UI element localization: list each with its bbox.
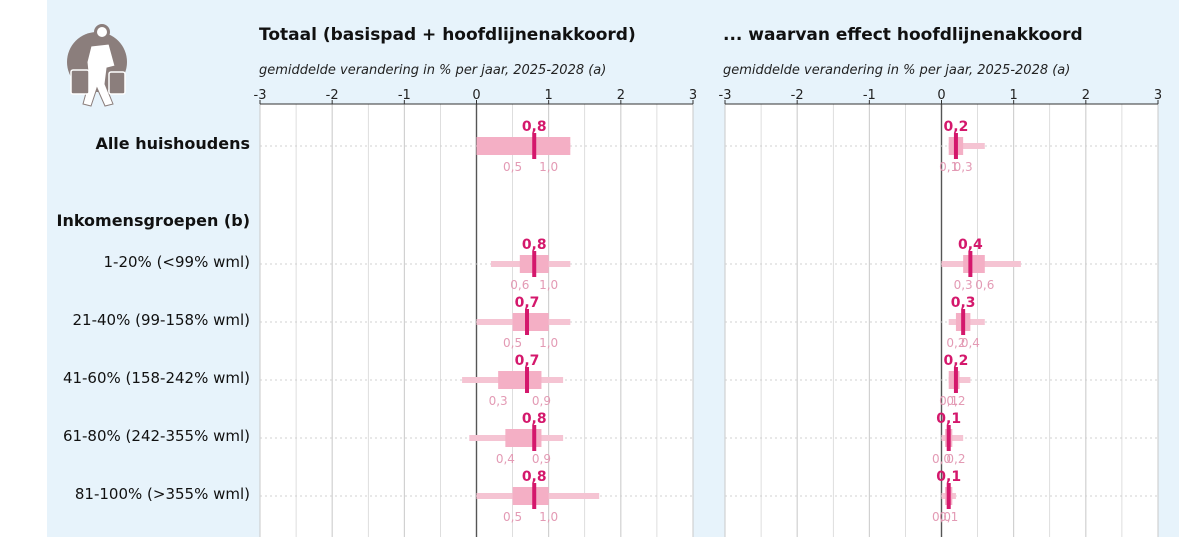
- row-label-81-100: 81-100% (>355% wml): [75, 485, 250, 503]
- median-marker-effect-61-80: [946, 425, 951, 451]
- tick-label-effect: -1: [863, 88, 876, 103]
- median-label-total-1-20: 0,8: [522, 237, 547, 253]
- median-marker-total-41-60: [525, 367, 530, 393]
- q-low-label-total-1-20: 0,6: [510, 278, 529, 292]
- q-low-label-total-81-100: 0,5: [503, 510, 522, 524]
- median-label-effect-1-20: 0,4: [958, 237, 983, 253]
- row-label-all: Alle huishoudens: [95, 134, 250, 153]
- panel-effect-title: ... waarvan effect hoofdlijnenakkoord: [723, 25, 1083, 45]
- box-effect-1-20: [963, 255, 985, 273]
- median-label-effect-21-40: 0,3: [951, 295, 976, 311]
- whisker-bar-effect-all: [948, 143, 985, 149]
- q-low-label-total-21-40: 0,5: [503, 336, 522, 350]
- median-label-effect-81-100: 0,1: [936, 469, 961, 485]
- q-low-label-effect-21-40: 0,2: [946, 336, 965, 350]
- traveler-with-luggage-icon: [67, 24, 127, 107]
- box-total-81-100: [512, 487, 549, 505]
- chart-figure: Totaal (basispad + hoofdlijnenakkoord) g…: [47, 0, 1179, 537]
- box-total-41-60: [498, 371, 542, 389]
- q-high-label-total-1-20: 1,0: [539, 278, 558, 292]
- q-high-label-effect-all: 0,3: [954, 160, 973, 174]
- median-marker-total-1-20: [532, 251, 537, 277]
- q-high-label-total-81-100: 1,0: [539, 510, 558, 524]
- tick-label-total: 0: [472, 88, 480, 103]
- tick-label-total: -2: [326, 88, 339, 103]
- row-label-1-20: 1-20% (<99% wml): [104, 253, 251, 271]
- tick-label-total: 2: [617, 88, 625, 103]
- q-high-label-effect-1-20: 0,6: [975, 278, 994, 292]
- tick-label-total: -1: [398, 88, 411, 103]
- q-low-label-effect-41-60: 0,1: [939, 394, 958, 408]
- tick-label-effect: 2: [1082, 88, 1090, 103]
- q-high-label-total-all: 1,0: [539, 160, 558, 174]
- tick-label-effect: 1: [1010, 88, 1018, 103]
- median-label-total-all: 0,8: [522, 119, 547, 135]
- chart-canvas: Totaal (basispad + hoofdlijnenakkoord) g…: [56, 24, 1162, 537]
- median-marker-effect-41-60: [953, 367, 958, 393]
- median-label-total-81-100: 0,8: [522, 469, 547, 485]
- tick-label-effect: -2: [791, 88, 804, 103]
- median-label-effect-61-80: 0,1: [936, 411, 961, 427]
- row-label-61-80: 61-80% (242-355% wml): [63, 427, 250, 445]
- tick-label-effect: 3: [1154, 88, 1162, 103]
- row-label-21-40: 21-40% (99-158% wml): [72, 311, 250, 329]
- median-label-effect-41-60: 0,2: [944, 353, 969, 369]
- q-low-label-effect-all: 0,1: [939, 160, 958, 174]
- median-label-total-41-60: 0,7: [515, 353, 540, 369]
- median-marker-total-61-80: [532, 425, 537, 451]
- tick-label-total: 1: [545, 88, 553, 103]
- q-high-label-total-41-60: 0,9: [532, 394, 551, 408]
- median-marker-effect-all: [953, 133, 958, 159]
- row-label-41-60: 41-60% (158-242% wml): [63, 369, 250, 387]
- median-marker-effect-1-20: [968, 251, 973, 277]
- q-low-label-total-41-60: 0,3: [489, 394, 508, 408]
- q-high-label-effect-21-40: 0,4: [961, 336, 980, 350]
- median-marker-total-81-100: [532, 483, 537, 509]
- q-high-label-effect-61-80: 0,2: [946, 452, 965, 466]
- median-label-total-61-80: 0,8: [522, 411, 547, 427]
- q-low-label-effect-61-80: 0,0: [932, 452, 951, 466]
- q-high-label-effect-41-60: 0,2: [946, 394, 965, 408]
- panel-effect-subtitle: gemiddelde verandering in % per jaar, 20…: [723, 63, 1070, 78]
- median-marker-total-21-40: [525, 309, 530, 335]
- median-marker-total-all: [532, 133, 537, 159]
- tick-label-effect: 0: [937, 88, 945, 103]
- tick-label-total: 3: [689, 88, 697, 103]
- q-low-label-effect-81-100: 0,0: [932, 510, 951, 524]
- q-low-label-total-all: 0,5: [503, 160, 522, 174]
- groups-header: Inkomensgroepen (b): [56, 211, 250, 230]
- q-high-label-effect-81-100: 0,1: [939, 510, 958, 524]
- box-total-all: [476, 137, 571, 155]
- median-marker-effect-21-40: [961, 309, 966, 335]
- q-high-label-total-21-40: 1,0: [539, 336, 558, 350]
- q-low-label-effect-1-20: 0,3: [954, 278, 973, 292]
- tick-label-effect: -3: [719, 88, 732, 103]
- tick-label-total: -3: [254, 88, 267, 103]
- box-total-21-40: [512, 313, 549, 331]
- median-label-effect-all: 0,2: [944, 119, 969, 135]
- median-label-total-21-40: 0,7: [515, 295, 540, 311]
- panel-total-subtitle: gemiddelde verandering in % per jaar, 20…: [259, 63, 606, 78]
- panel-total-title: Totaal (basispad + hoofdlijnenakkoord): [259, 25, 636, 45]
- q-high-label-total-61-80: 0,9: [532, 452, 551, 466]
- median-marker-effect-81-100: [946, 483, 951, 509]
- q-low-label-total-61-80: 0,4: [496, 452, 515, 466]
